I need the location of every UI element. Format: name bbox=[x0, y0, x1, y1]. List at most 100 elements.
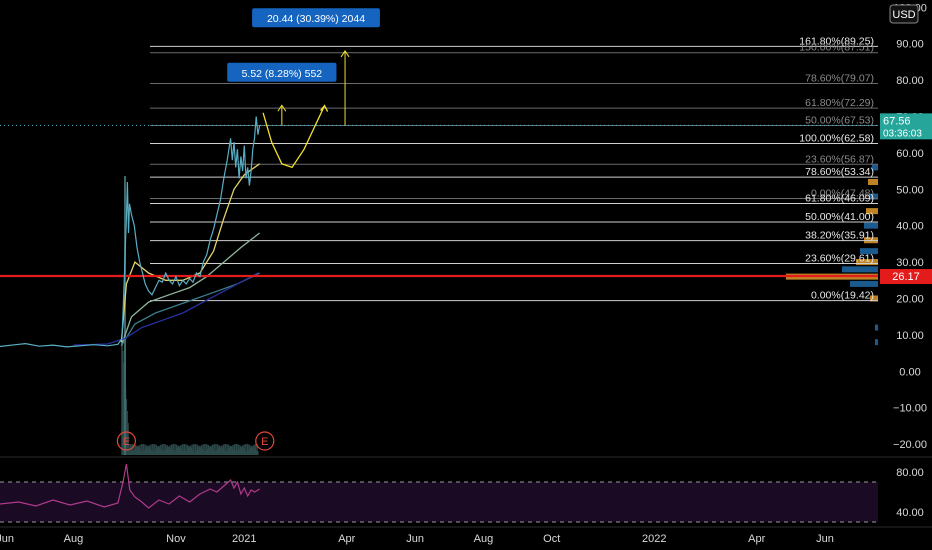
volume-bar bbox=[206, 449, 209, 455]
rsi-band bbox=[0, 482, 878, 522]
volume-bar bbox=[200, 445, 203, 455]
volume-bar bbox=[251, 446, 253, 455]
volume-bar bbox=[131, 444, 134, 455]
y-tick-label: 60.00 bbox=[896, 148, 924, 160]
volume-bar bbox=[231, 447, 233, 455]
volume-bar bbox=[175, 449, 177, 455]
volume-profile-bar bbox=[868, 179, 878, 185]
volume-bar bbox=[173, 451, 175, 455]
volume-bar bbox=[152, 451, 155, 455]
volume-bar bbox=[239, 446, 242, 455]
price-series bbox=[0, 116, 261, 348]
y-tick-label: −20.00 bbox=[893, 439, 927, 451]
volume-bar bbox=[180, 445, 182, 455]
volume-bar bbox=[140, 444, 143, 455]
volume-bar bbox=[196, 444, 198, 455]
volume-bar bbox=[194, 444, 197, 455]
volume-bar bbox=[160, 449, 163, 455]
volume-bar bbox=[215, 444, 217, 455]
volume-bar bbox=[191, 444, 193, 455]
volume-bar bbox=[228, 447, 231, 455]
volume-bar bbox=[163, 444, 165, 455]
measurement-arrow bbox=[277, 104, 287, 112]
fib-level-label: 23.60%(29.61) bbox=[805, 252, 874, 264]
measurement-box bbox=[252, 8, 380, 28]
fib-level-label: 61.80%(46.09) bbox=[805, 193, 874, 205]
volume-bar bbox=[210, 447, 213, 455]
volume-bar bbox=[142, 444, 145, 455]
volume-bar bbox=[257, 451, 259, 455]
volume-bar bbox=[175, 444, 178, 455]
volume-bar bbox=[210, 445, 212, 455]
volume-bar bbox=[134, 444, 137, 455]
y-tick-label: −10.00 bbox=[893, 403, 927, 415]
volume-bar bbox=[165, 448, 168, 455]
volume-profile-bar bbox=[870, 295, 878, 302]
projection-path bbox=[262, 105, 326, 169]
volume-bar bbox=[252, 445, 255, 455]
currency-label: USD bbox=[892, 9, 915, 21]
volume-bar bbox=[246, 444, 249, 455]
volume-bar bbox=[243, 444, 245, 455]
volume-bar bbox=[256, 444, 258, 455]
volume-bar bbox=[234, 444, 236, 455]
volume-bar bbox=[211, 444, 214, 455]
volume-bar bbox=[221, 445, 223, 455]
volume-bar bbox=[209, 446, 211, 455]
volume-bar bbox=[233, 449, 235, 455]
earnings-marker bbox=[116, 431, 137, 451]
x-tick-label: Aug bbox=[64, 533, 84, 545]
volume-bar bbox=[218, 445, 221, 455]
volume-bar bbox=[146, 445, 148, 455]
support-price-label: 26.17 bbox=[892, 271, 920, 283]
volume-bar bbox=[219, 446, 221, 455]
y-tick-label: 30.00 bbox=[896, 257, 924, 269]
y-axis[interactable]: 100.0090.0080.0070.0060.0050.0040.0030.0… bbox=[893, 2, 927, 451]
volume-bar bbox=[223, 450, 226, 455]
volume-bar bbox=[224, 444, 227, 455]
volume-bar bbox=[144, 444, 146, 455]
volume-bar bbox=[254, 444, 257, 455]
volume-bar bbox=[174, 444, 176, 455]
moving-average-line bbox=[73, 272, 259, 346]
earnings-label: E bbox=[261, 436, 268, 448]
fib-level-label: 161.80%(89.25) bbox=[799, 35, 874, 47]
measurement-arrow bbox=[340, 50, 350, 58]
volume-bar bbox=[248, 444, 251, 455]
volume-bar bbox=[244, 450, 246, 455]
volume-bar bbox=[232, 444, 234, 455]
moving-average-line bbox=[120, 163, 260, 343]
volume-bar bbox=[164, 444, 167, 455]
x-axis[interactable]: Jun Aug Nov 2021 Apr Jun Aug Oct 2022 Apr Jun bbox=[0, 526, 932, 545]
currency-badge[interactable]: USD bbox=[889, 4, 919, 24]
rsi-tick-label: 80.00 bbox=[896, 467, 924, 479]
countdown-label: 03:36:03 bbox=[883, 128, 922, 139]
volume-bar bbox=[185, 444, 187, 455]
volume-bar bbox=[227, 449, 229, 455]
volume-bar bbox=[140, 449, 142, 455]
volume-bar bbox=[201, 448, 204, 455]
fib-level-label: 50.00%(41.00) bbox=[805, 211, 874, 223]
fib-levels: 161.80%(89.25)150.00%(87.51) 78.60%(79.07… bbox=[150, 35, 878, 302]
rsi-tick-label: 40.00 bbox=[896, 507, 924, 519]
y-tick-label: 0.00 bbox=[899, 366, 920, 378]
volume-bar bbox=[135, 447, 138, 455]
volume-bar bbox=[240, 446, 243, 455]
volume-bar bbox=[155, 444, 157, 455]
price-line bbox=[0, 116, 261, 348]
volume-bar bbox=[137, 445, 140, 455]
volume-bar bbox=[149, 448, 151, 455]
horizontal-line-group bbox=[0, 124, 878, 278]
x-tick-label: Apr bbox=[748, 533, 765, 545]
volume-bar bbox=[139, 444, 141, 455]
fib-level-label: 0.00%(19.42) bbox=[811, 290, 874, 302]
volume-bar bbox=[169, 445, 171, 455]
volume-profile-bar bbox=[860, 248, 878, 255]
rsi-panel: 80.00 40.00 bbox=[0, 456, 932, 523]
x-tick-label: 2021 bbox=[232, 533, 256, 545]
fib-level-label: 23.60%(56.87) bbox=[805, 153, 874, 165]
volume-profile-bar bbox=[872, 164, 878, 171]
moving-average-line bbox=[120, 232, 260, 347]
volume-bar bbox=[195, 450, 198, 455]
